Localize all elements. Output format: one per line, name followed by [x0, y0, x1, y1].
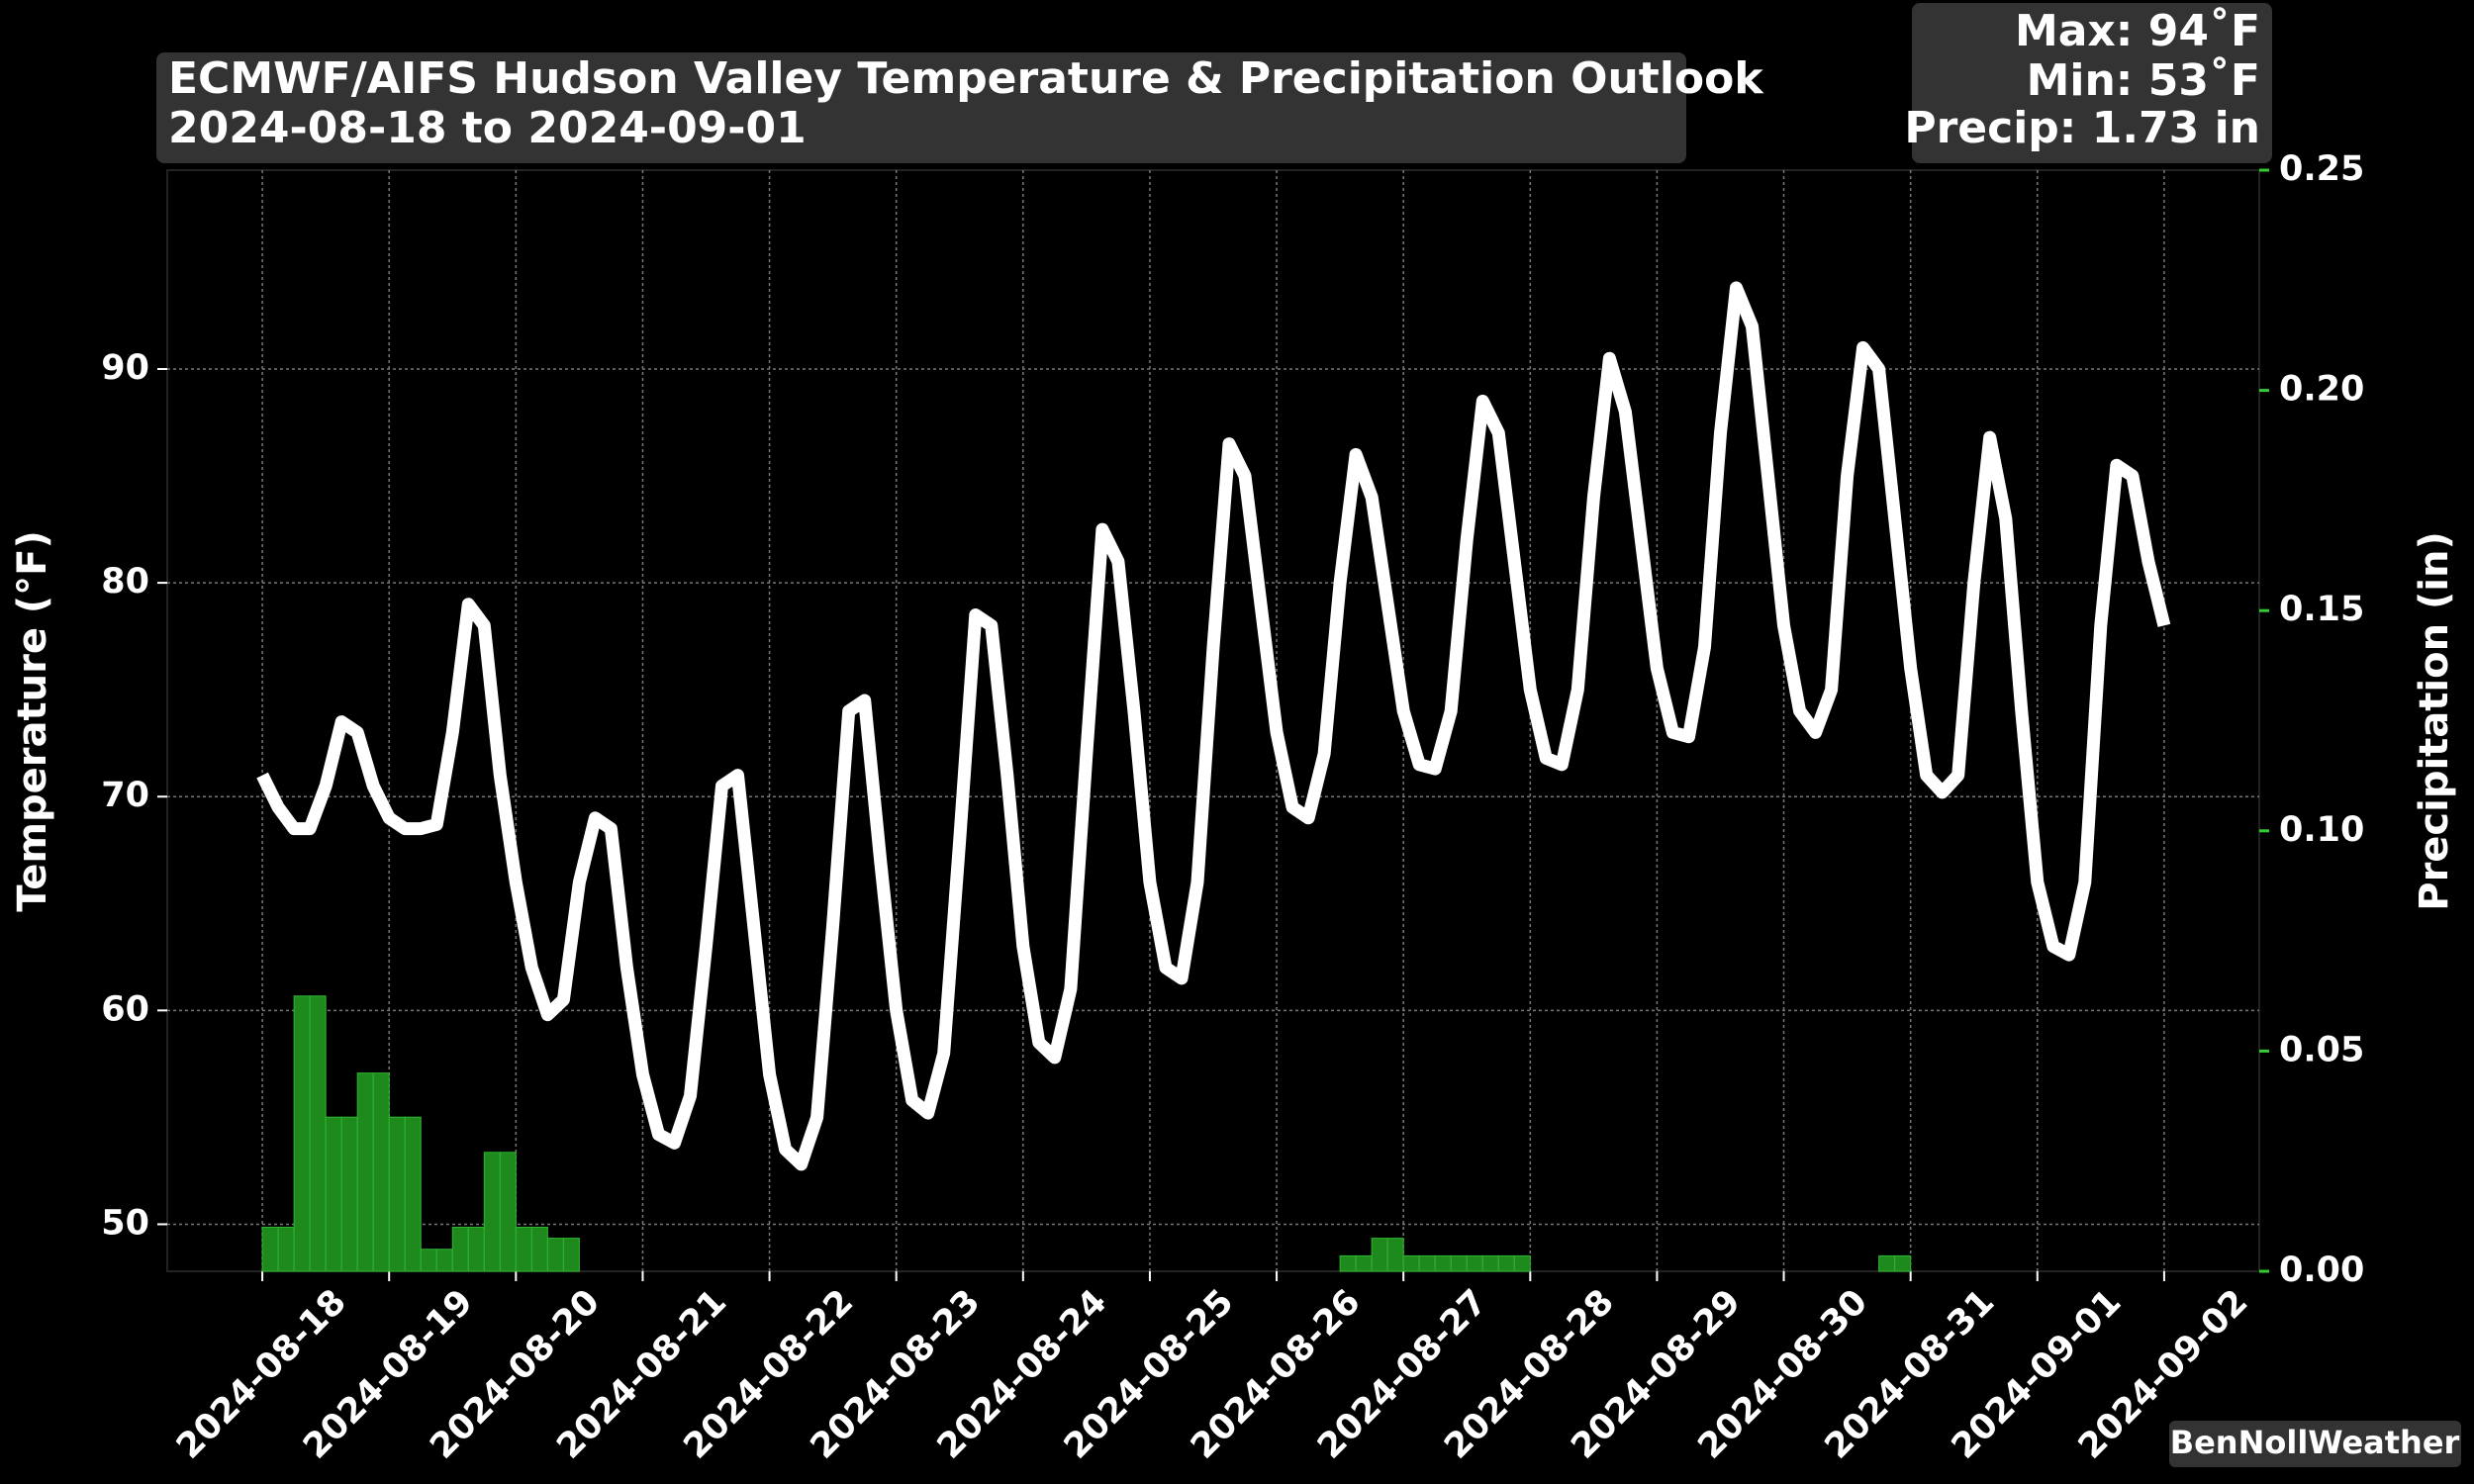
y2-axis-label: Precipitation (in): [2412, 531, 2457, 911]
title-box: [156, 52, 1686, 163]
precip-bar: [1894, 1254, 1912, 1272]
y-tick-label: 60: [101, 989, 149, 1029]
stats-box: [1912, 3, 2272, 163]
stat: Min: 53˚F: [2027, 55, 2260, 106]
stat: Max: 94˚F: [2015, 6, 2260, 56]
precip-bar: [1371, 1238, 1388, 1272]
precip-bar: [1481, 1254, 1499, 1272]
precip-bar: [1513, 1254, 1531, 1272]
precip-bar: [1434, 1254, 1452, 1272]
precip-bar: [261, 1226, 279, 1272]
y-tick-label: 50: [101, 1203, 149, 1243]
precip-bar: [530, 1226, 548, 1272]
precip-bar: [546, 1238, 564, 1272]
precip-bar: [356, 1072, 374, 1272]
precip-bar: [499, 1152, 517, 1272]
precip-bar: [372, 1072, 390, 1272]
precip-bar: [1339, 1254, 1357, 1272]
precip-bar: [1355, 1254, 1373, 1272]
precip-bar: [293, 995, 311, 1272]
precip-bar: [420, 1249, 437, 1272]
precip-bar: [404, 1116, 422, 1272]
precip-bar: [1402, 1254, 1420, 1272]
precip-bar: [562, 1238, 580, 1272]
y-tick-label: 90: [101, 348, 149, 388]
y-axis-label: Temperature (°F): [10, 530, 55, 912]
y2-tick-label: 0.20: [2279, 370, 2364, 410]
watermark: BenNollWeather: [2170, 1424, 2460, 1461]
stat: Precip: 1.73 in: [1904, 103, 2260, 153]
precip-bar: [451, 1226, 469, 1272]
y-tick-label: 70: [101, 776, 149, 815]
precip-bar: [340, 1116, 358, 1272]
y2-tick-label: 0.15: [2279, 590, 2364, 629]
y2-tick-label: 0.00: [2279, 1251, 2364, 1290]
precip-bar: [515, 1226, 532, 1272]
precip-bar: [309, 995, 327, 1272]
y-tick-label: 80: [101, 562, 149, 602]
y2-tick-label: 0.25: [2279, 149, 2364, 189]
precip-bar: [388, 1116, 406, 1272]
precip-bar: [277, 1226, 295, 1272]
precip-bar: [1386, 1238, 1404, 1272]
precip-bar: [1497, 1254, 1515, 1272]
chart-subtitle: 2024-08-18 to 2024-09-01: [168, 103, 807, 153]
y2-tick-label: 0.05: [2279, 1030, 2364, 1069]
precip-bar: [325, 1116, 342, 1272]
precip-bar: [435, 1249, 453, 1272]
plot-frame: [166, 169, 2260, 1272]
precip-bar: [483, 1152, 501, 1272]
precip-bar: [1878, 1254, 1896, 1272]
precip-bar: [467, 1226, 485, 1272]
precip-bar: [1466, 1254, 1483, 1272]
precip-bar: [1418, 1254, 1436, 1272]
watermark-box: [2169, 1421, 2461, 1467]
precip-bar: [1450, 1254, 1468, 1272]
temperature-line: [256, 281, 2171, 1171]
y2-tick-label: 0.10: [2279, 810, 2364, 850]
chart-title: ECMWF/AIFS Hudson Valley Temperature & P…: [168, 53, 1764, 104]
